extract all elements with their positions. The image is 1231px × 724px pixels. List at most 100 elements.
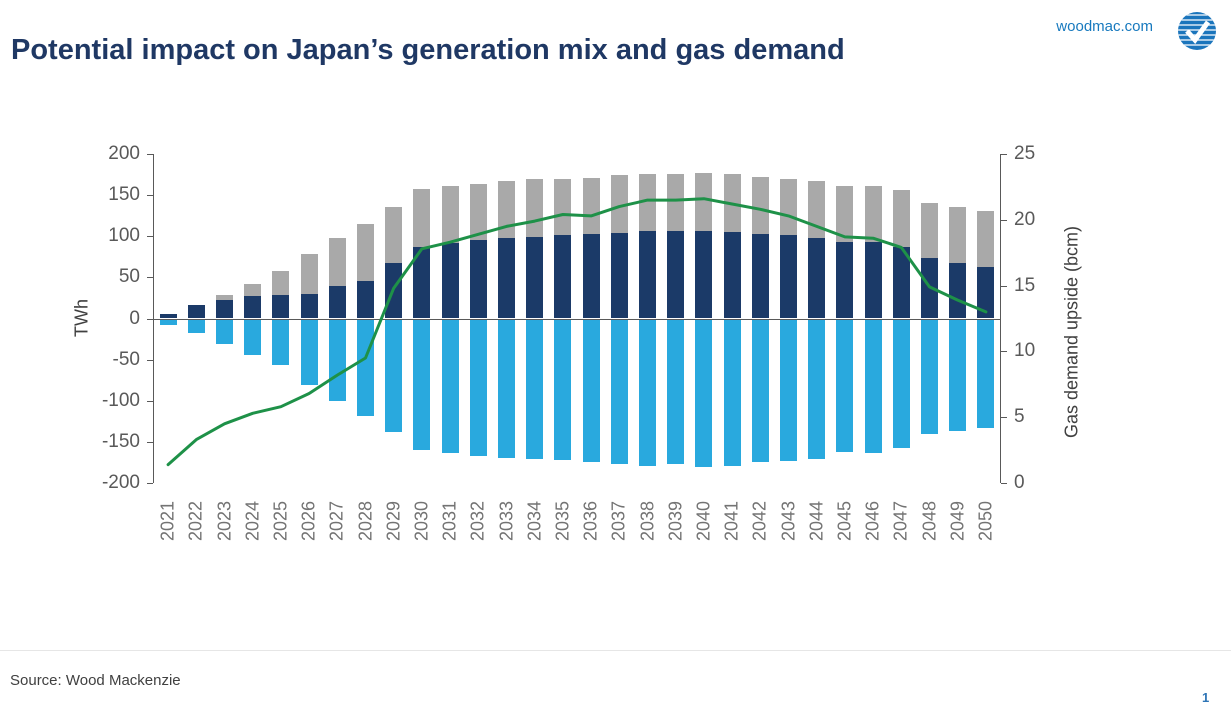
y-axis-tick-label: -150 (101, 430, 140, 452)
gas-bar-segment (977, 266, 995, 319)
x-axis-year-label: 2036 (580, 500, 601, 542)
x-axis-year-label: 2030 (411, 500, 432, 542)
zero-line (154, 319, 1000, 320)
nuclear-bar-segment (977, 210, 995, 267)
coal-bar-segment (639, 318, 656, 466)
gas-bar-segment (639, 231, 656, 319)
woodmac-link[interactable]: woodmac.com (1056, 18, 1153, 35)
x-axis-year-label: 2039 (665, 500, 686, 542)
gas-bar-segment (469, 240, 487, 319)
x-axis-year-label: 2022 (185, 500, 206, 542)
page-title: Potential impact on Japan’s generation m… (11, 34, 845, 66)
nuclear-bar-segment (554, 178, 572, 235)
gas-bar-segment (949, 263, 967, 319)
x-axis-year-label: 2046 (862, 500, 883, 542)
globe-check-icon (1178, 12, 1216, 50)
y-axis-tick (147, 483, 153, 484)
coal-bar-segment (695, 318, 713, 467)
nuclear-bar-segment (892, 190, 910, 247)
gas-bar-segment (554, 234, 572, 319)
y-axis-tick-label: -50 (112, 348, 140, 370)
gas-bar-segment (526, 237, 544, 319)
gas-bar-segment (413, 246, 431, 319)
y-axis-tick-label: -200 (101, 472, 140, 493)
nuclear-bar-segment (413, 189, 431, 247)
y-axis-tick (147, 359, 153, 361)
coal-bar-segment (441, 318, 459, 454)
x-axis-year-label: 2049 (947, 500, 968, 542)
coal-bar-segment (949, 318, 967, 432)
nuclear-bar-segment (723, 173, 741, 233)
nuclear-bar-segment (864, 186, 882, 242)
y2-axis-tick (1001, 219, 1007, 221)
y-axis-tick-label: 50 (118, 266, 140, 288)
gas-bar-segment (836, 242, 854, 319)
gas-bar-segment (667, 231, 685, 319)
nuclear-bar-segment (639, 173, 656, 232)
x-axis-year-label: 2045 (834, 500, 855, 542)
y2-axis-tick (1001, 417, 1007, 419)
gas-bar-segment (892, 246, 910, 319)
y-axis-tick-label: 100 (108, 225, 140, 247)
right-axis-line (1000, 154, 1001, 483)
right-axis-title: Gas demand upside (bcm) (1061, 225, 1082, 439)
gas-bar-segment (723, 232, 741, 319)
footer-divider (0, 650, 1231, 651)
y2-axis-tick (1001, 154, 1007, 155)
gas-bar-segment (808, 237, 826, 319)
coal-bar-segment (300, 318, 318, 386)
gas-bar-segment (328, 286, 346, 319)
x-axis-year-label: 2028 (355, 500, 375, 542)
x-axis-year-label: 2031 (439, 500, 460, 542)
y2-axis-tick-label: 5 (1014, 406, 1025, 428)
coal-bar-segment (892, 318, 910, 448)
source-note: Source: Wood Mackenzie (10, 672, 181, 689)
coal-bar-segment (216, 318, 233, 344)
coal-bar-segment (244, 318, 262, 355)
x-axis-year-label: 2042 (749, 500, 770, 542)
x-axis-year-label: 2023 (214, 500, 234, 542)
nuclear-bar-segment (780, 178, 797, 236)
coal-bar-segment (554, 318, 572, 460)
y2-axis-tick (1001, 285, 1007, 287)
x-axis-year-label: 2025 (270, 500, 291, 542)
left-axis-line (153, 154, 154, 483)
gas-bar-segment (498, 237, 515, 319)
coal-bar-segment (469, 318, 487, 456)
nuclear-bar-segment (836, 186, 854, 242)
gas-bar-segment (244, 296, 262, 319)
nuclear-bar-segment (357, 223, 374, 281)
nuclear-bar-segment (498, 181, 515, 238)
coal-bar-segment (667, 318, 685, 465)
coal-bar-segment (723, 318, 741, 466)
x-axis-year-label: 2044 (806, 500, 827, 542)
coal-bar-segment (808, 318, 826, 460)
y-axis-tick (147, 154, 153, 155)
y-axis-tick-label: -100 (101, 389, 140, 411)
gas-bar-segment (441, 242, 459, 319)
x-axis-year-label: 2027 (326, 500, 347, 542)
coal-bar-segment (864, 318, 882, 453)
nuclear-bar-segment (808, 181, 826, 238)
coal-bar-segment (977, 318, 995, 428)
x-axis-year-label: 2047 (890, 500, 911, 542)
x-axis-year-label: 2040 (693, 500, 714, 542)
gas-bar-segment (921, 258, 938, 319)
coal-bar-segment (582, 318, 600, 463)
y2-axis-tick-label: 10 (1014, 340, 1036, 362)
page-number: 1 (1202, 690, 1210, 705)
y2-axis-tick-label: 15 (1014, 274, 1036, 296)
chart-legend: Coal generation reduction Gas generation… (0, 578, 1231, 642)
gas-bar-segment (751, 233, 769, 319)
x-axis-year-label: 2032 (467, 500, 488, 542)
y2-axis-tick-label: 25 (1014, 143, 1036, 164)
nuclear-bar-segment (695, 172, 713, 232)
nuclear-bar-segment (949, 207, 967, 264)
coal-bar-segment (921, 318, 938, 434)
y-axis-tick (147, 441, 153, 443)
nuclear-bar-segment (216, 294, 233, 301)
gas-demand-line (166, 197, 988, 467)
coal-bar-segment (328, 318, 346, 401)
